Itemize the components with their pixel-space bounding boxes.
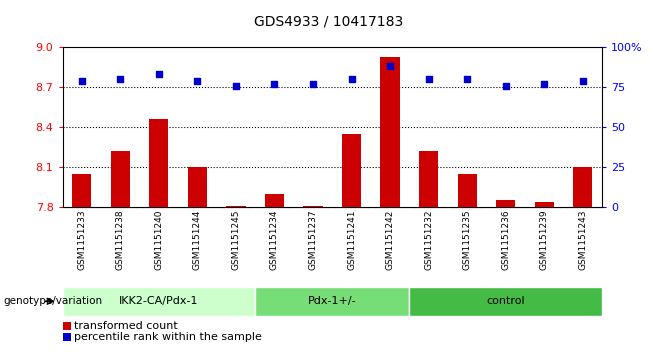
Bar xyxy=(265,193,284,207)
Bar xyxy=(226,205,245,207)
Text: genotype/variation: genotype/variation xyxy=(3,296,103,306)
Text: GSM1151232: GSM1151232 xyxy=(424,209,433,270)
Point xyxy=(231,83,241,89)
Point xyxy=(115,76,126,82)
Bar xyxy=(342,134,361,207)
Bar xyxy=(419,151,438,207)
Text: GSM1151234: GSM1151234 xyxy=(270,209,279,270)
Text: GDS4933 / 10417183: GDS4933 / 10417183 xyxy=(255,15,403,29)
Bar xyxy=(573,167,592,207)
Point xyxy=(308,81,318,87)
Text: GSM1151245: GSM1151245 xyxy=(232,209,240,270)
Text: percentile rank within the sample: percentile rank within the sample xyxy=(74,332,263,342)
Bar xyxy=(496,200,515,207)
Point xyxy=(385,64,395,69)
Point xyxy=(578,78,588,83)
Bar xyxy=(380,57,400,207)
Point xyxy=(501,83,511,89)
Text: GSM1151233: GSM1151233 xyxy=(77,209,86,270)
Point xyxy=(539,81,549,87)
Text: transformed count: transformed count xyxy=(74,321,178,331)
Text: GSM1151243: GSM1151243 xyxy=(578,209,588,270)
Point xyxy=(76,78,87,83)
Point xyxy=(153,72,164,77)
Point xyxy=(192,78,203,83)
Bar xyxy=(188,167,207,207)
Text: GSM1151238: GSM1151238 xyxy=(116,209,125,270)
Point xyxy=(346,76,357,82)
Bar xyxy=(72,174,91,207)
Point xyxy=(462,76,472,82)
Point xyxy=(423,76,434,82)
Bar xyxy=(149,119,168,207)
Bar xyxy=(63,287,255,316)
Text: Pdx-1+/-: Pdx-1+/- xyxy=(308,296,357,306)
Text: GSM1151244: GSM1151244 xyxy=(193,209,202,270)
Text: control: control xyxy=(486,296,525,306)
Bar xyxy=(255,287,409,316)
Text: GSM1151236: GSM1151236 xyxy=(501,209,510,270)
Text: GSM1151240: GSM1151240 xyxy=(155,209,163,270)
Bar xyxy=(457,174,477,207)
Text: GSM1151237: GSM1151237 xyxy=(309,209,318,270)
Bar xyxy=(111,151,130,207)
Bar xyxy=(303,205,322,207)
Text: GSM1151235: GSM1151235 xyxy=(463,209,472,270)
Bar xyxy=(409,287,602,316)
Point xyxy=(269,81,280,87)
Bar xyxy=(534,201,554,207)
Text: GSM1151242: GSM1151242 xyxy=(386,209,395,270)
Text: GSM1151239: GSM1151239 xyxy=(540,209,549,270)
Text: GSM1151241: GSM1151241 xyxy=(347,209,356,270)
Text: IKK2-CA/Pdx-1: IKK2-CA/Pdx-1 xyxy=(119,296,199,306)
